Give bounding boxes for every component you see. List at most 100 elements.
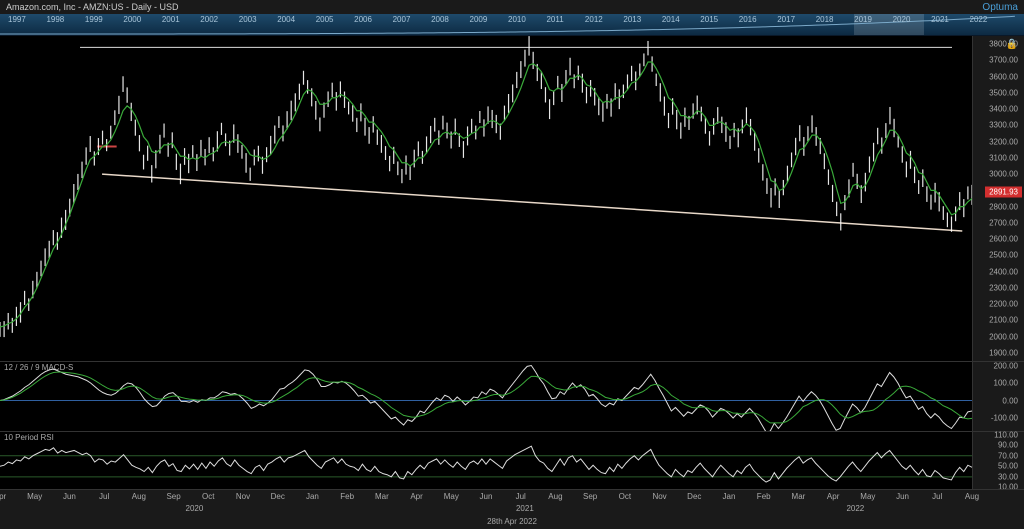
timeline-year[interactable]: 2019 [854, 15, 872, 24]
timeline-year[interactable]: 2002 [200, 15, 218, 24]
timeline-year[interactable]: 2017 [777, 15, 795, 24]
y-tick: 3600.00 [989, 72, 1018, 81]
y-tick: 2600.00 [989, 235, 1018, 244]
y-tick: 3200.00 [989, 137, 1018, 146]
timeline-year[interactable]: 2015 [700, 15, 718, 24]
x-month: Mar [375, 492, 389, 501]
timeline-year[interactable]: 2011 [546, 15, 563, 24]
x-month: Sep [166, 492, 180, 501]
y-tick: 3400.00 [989, 105, 1018, 114]
timeline-year[interactable]: 2006 [354, 15, 372, 24]
x-month: May [27, 492, 42, 501]
footer-date: 28th Apr 2022 [487, 517, 537, 526]
x-month: Dec [271, 492, 285, 501]
y-tick: 2100.00 [989, 316, 1018, 325]
x-month: Dec [687, 492, 701, 501]
macd-tick: -100.00 [991, 414, 1018, 423]
header: Amazon.com, Inc - AMZN:US - Daily - USD … [0, 0, 1024, 14]
y-tick: 1900.00 [989, 348, 1018, 357]
price-y-axis: 🔒 3800.003700.003600.003500.003400.00330… [972, 36, 1024, 361]
x-year: 2022 [846, 504, 864, 513]
x-month: Feb [757, 492, 771, 501]
timeline-year[interactable]: 2020 [893, 15, 911, 24]
x-month: Aug [132, 492, 146, 501]
x-month: Sep [583, 492, 597, 501]
timeline-year[interactable]: 1998 [46, 15, 64, 24]
x-month: Oct [202, 492, 214, 501]
timeline-nav[interactable]: 1997 1998 1999 2000 2001 2002 2003 2004 2005 2006… [0, 14, 1024, 36]
x-month: Apr [0, 492, 6, 501]
rsi-panel: 10 Period RSI 110.0090.0070.0050.0030.00… [0, 431, 1024, 489]
y-tick: 2400.00 [989, 267, 1018, 276]
timeline-year[interactable]: 2016 [739, 15, 757, 24]
macd-tick: 200.00 [994, 361, 1018, 370]
timeline-year[interactable]: 2012 [585, 15, 603, 24]
timeline-year[interactable]: 2022 [970, 15, 988, 24]
timeline-year[interactable]: 2013 [623, 15, 641, 24]
main-chart-panel: 🔒 3800.003700.003600.003500.003400.00330… [0, 36, 1024, 361]
price-chart-area[interactable] [0, 36, 972, 361]
x-year: 2020 [185, 504, 203, 513]
price-svg [0, 36, 972, 361]
rsi-tick: 110.00 [994, 430, 1018, 439]
rsi-y-axis: 110.0090.0070.0050.0030.0010.00 [972, 432, 1024, 489]
timeline-year[interactable]: 2007 [393, 15, 411, 24]
timeline-year[interactable]: 2021 [931, 15, 949, 24]
timeline-year[interactable]: 2009 [470, 15, 488, 24]
y-tick: 2500.00 [989, 251, 1018, 260]
rsi-tick: 30.00 [998, 472, 1018, 481]
macd-svg [0, 362, 972, 432]
x-month: Nov [652, 492, 666, 501]
x-year: 2021 [516, 504, 534, 513]
y-tick: 3700.00 [989, 56, 1018, 65]
rsi-tick: 70.00 [998, 451, 1018, 460]
timeline-year[interactable]: 2001 [162, 15, 180, 24]
timeline-year[interactable]: 2004 [277, 15, 295, 24]
y-tick: 2300.00 [989, 283, 1018, 292]
x-month: Jan [306, 492, 319, 501]
timeline-year[interactable]: 2000 [123, 15, 141, 24]
x-month: Feb [340, 492, 354, 501]
timeline-year[interactable]: 1999 [85, 15, 103, 24]
x-axis: Apr May Jun Jul Aug Sep Oct Nov Dec Jan Feb Mar Apr M… [0, 489, 1024, 515]
timeline-year[interactable]: 2008 [431, 15, 449, 24]
y-tick: 2200.00 [989, 300, 1018, 309]
y-tick: 3100.00 [989, 153, 1018, 162]
x-month: Jun [896, 492, 909, 501]
x-month: Nov [236, 492, 250, 501]
macd-tick: 0.00 [1002, 396, 1018, 405]
timeline-year[interactable]: 2010 [508, 15, 526, 24]
timeline-year[interactable]: 1997 [8, 15, 26, 24]
timeline-year[interactable]: 2005 [316, 15, 334, 24]
rsi-svg [0, 432, 972, 490]
logo: Optuma [982, 2, 1018, 13]
x-month: Apr [827, 492, 839, 501]
macd-tick: 100.00 [994, 379, 1018, 388]
timeline-year[interactable]: 2018 [816, 15, 834, 24]
y-tick: 3500.00 [989, 88, 1018, 97]
x-month: Mar [792, 492, 806, 501]
x-month: Aug [548, 492, 562, 501]
rsi-tick: 90.00 [998, 441, 1018, 450]
timeline-year[interactable]: 2014 [662, 15, 680, 24]
timeline-year[interactable]: 2003 [239, 15, 257, 24]
x-month: Jul [932, 492, 942, 501]
x-month: Jul [516, 492, 526, 501]
x-month: Oct [619, 492, 631, 501]
x-month: Aug [965, 492, 979, 501]
x-month: Jun [480, 492, 493, 501]
y-tick: 2700.00 [989, 218, 1018, 227]
chart-title: Amazon.com, Inc - AMZN:US - Daily - USD [6, 2, 179, 12]
x-month: Apr [410, 492, 422, 501]
rsi-tick: 50.00 [998, 462, 1018, 471]
y-tick: 2000.00 [989, 332, 1018, 341]
y-tick: 3300.00 [989, 121, 1018, 130]
macd-y-axis: 200.00 100.00 0.00 -100.00 [972, 362, 1024, 431]
y-tick: 3000.00 [989, 170, 1018, 179]
chart-container: Amazon.com, Inc - AMZN:US - Daily - USD … [0, 0, 1024, 529]
x-month: May [860, 492, 875, 501]
x-month: May [444, 492, 459, 501]
current-price-marker: 2891.93 [985, 186, 1022, 197]
x-month: Jul [99, 492, 109, 501]
macd-panel: 12 / 26 / 9 MACD-S 200.00100.000.00-100.… [0, 361, 1024, 431]
